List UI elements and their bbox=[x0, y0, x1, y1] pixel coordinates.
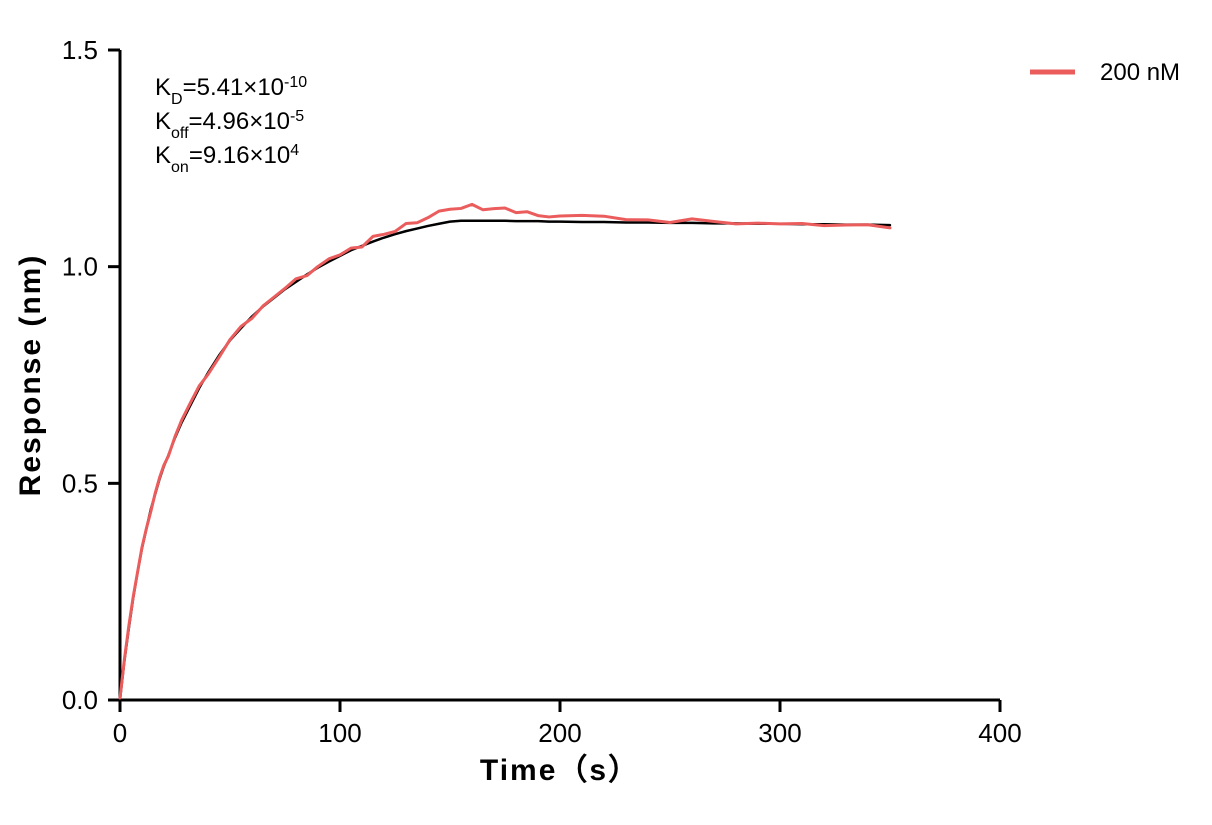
x-tick-label: 400 bbox=[978, 718, 1021, 748]
y-axis-title: Response (nm) bbox=[14, 254, 47, 497]
x-tick-label: 300 bbox=[758, 718, 801, 748]
chart-svg: 0 100 200 300 400 0.0 0.5 1.0 1.5 Time（s） Response… bbox=[0, 0, 1212, 825]
x-tick-label: 100 bbox=[318, 718, 361, 748]
y-tick-label: 0.0 bbox=[62, 685, 98, 715]
x-axis-title: Time（s） bbox=[480, 753, 640, 787]
kinetics-annotation: Koff=4.96×10-5 bbox=[155, 108, 304, 142]
series-data_red bbox=[120, 204, 890, 698]
y-tick-label: 1.5 bbox=[62, 35, 98, 65]
kinetics-annotation: Kon=9.16×104 bbox=[155, 142, 299, 176]
legend-label: 200 nM bbox=[1100, 59, 1180, 86]
x-tick-label: 200 bbox=[538, 718, 581, 748]
series-fit_black bbox=[120, 221, 890, 700]
y-tick-label: 1.0 bbox=[62, 252, 98, 282]
y-tick-label: 0.5 bbox=[62, 468, 98, 498]
x-tick-label: 0 bbox=[113, 718, 127, 748]
kinetics-annotation: KD=5.41×10-10 bbox=[155, 74, 307, 108]
binding-kinetics-chart: 0 100 200 300 400 0.0 0.5 1.0 1.5 Time（s） Response… bbox=[0, 0, 1212, 825]
